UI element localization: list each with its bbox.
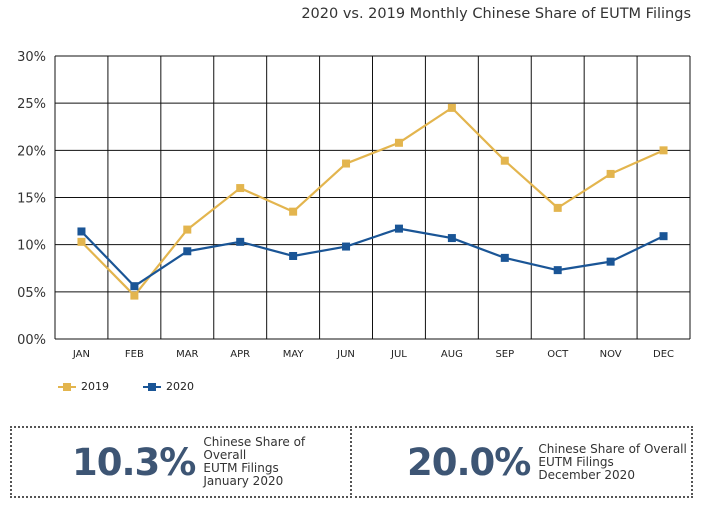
series-line-2020	[80, 227, 665, 288]
x-tick-label: JUN	[336, 349, 355, 360]
x-tick-label: JUL	[390, 349, 407, 360]
x-tick-label: MAY	[283, 349, 305, 360]
y-tick-label: 25%	[17, 97, 46, 112]
data-point-2020	[342, 242, 351, 251]
x-tick-label: APR	[230, 349, 250, 360]
x-tick-label: JAN	[72, 349, 90, 360]
data-point-2019	[553, 203, 562, 212]
y-tick-label: 15%	[17, 192, 46, 207]
data-point-2019	[236, 184, 245, 193]
y-tick-label: 10%	[17, 239, 46, 254]
chart-title: 2020 vs. 2019 Monthly Chinese Share of E…	[301, 6, 691, 22]
x-tick-label: FEB	[125, 349, 144, 360]
data-point-2019	[394, 138, 403, 147]
x-tick-label: OCT	[547, 349, 569, 360]
legend-item-2020: 2020	[143, 380, 194, 393]
data-point-2019	[77, 237, 86, 246]
data-point-2019	[500, 156, 509, 165]
y-tick-label: 00%	[17, 333, 46, 348]
data-point-2019	[289, 207, 298, 216]
data-point-2020	[394, 224, 403, 233]
callout-description: Chinese Share of Overall EUTM Filings Ja…	[203, 436, 350, 488]
callout-line: Chinese Share of Overall	[203, 435, 306, 462]
callout-line: EUTM Filings	[538, 454, 614, 469]
y-tick-label: 05%	[17, 286, 46, 301]
legend-swatch-2019	[58, 382, 76, 392]
data-point-2019	[130, 291, 139, 300]
x-tick-label: AUG	[441, 349, 463, 360]
callout-line: December 2020	[538, 467, 635, 482]
callout-line: Chinese Share of Overall	[538, 441, 687, 456]
y-tick-label: 20%	[17, 144, 46, 159]
x-tick-label: DEC	[653, 349, 674, 360]
callout-description: Chinese Share of Overall EUTM Filings De…	[538, 441, 687, 482]
data-point-2020	[289, 251, 298, 260]
callout-january: 10.3% Chinese Share of Overall EUTM Fili…	[10, 426, 352, 498]
legend: 2019 2020	[58, 380, 194, 393]
callout-value: 10.3%	[72, 440, 196, 484]
data-point-2019	[183, 225, 192, 234]
x-tick-label: MAR	[176, 349, 198, 360]
data-point-2020	[183, 247, 192, 256]
data-point-2020	[236, 237, 245, 246]
data-point-2020	[500, 253, 509, 262]
data-point-2020	[447, 234, 456, 243]
callout-line: January 2020	[203, 474, 284, 488]
data-point-2019	[659, 146, 668, 155]
legend-label-2019: 2019	[81, 380, 109, 393]
data-point-2019	[447, 103, 456, 112]
legend-item-2019: 2019	[58, 380, 109, 393]
y-tick-label: 30%	[17, 50, 46, 65]
callout-december: 20.0% Chinese Share of Overall EUTM Fili…	[350, 426, 693, 498]
data-point-2020	[130, 282, 139, 291]
data-point-2019	[342, 159, 351, 168]
series-line-2019	[80, 106, 664, 297]
x-tick-label: SEP	[495, 349, 514, 360]
data-point-2020	[77, 227, 86, 236]
callout-line: EUTM Filings	[203, 461, 279, 475]
x-tick-label: NOV	[600, 349, 622, 360]
data-point-2020	[553, 266, 562, 275]
data-point-2020	[606, 257, 615, 266]
legend-swatch-2020	[143, 382, 161, 392]
data-point-2019	[606, 169, 615, 178]
legend-label-2020: 2020	[166, 380, 194, 393]
callout-value: 20.0%	[407, 440, 531, 484]
data-point-2020	[659, 232, 668, 241]
line-chart: 00% 05% 10% 15% 20% 25% 30% JAN FEB MAR APR MAY JUN J…	[17, 50, 691, 360]
